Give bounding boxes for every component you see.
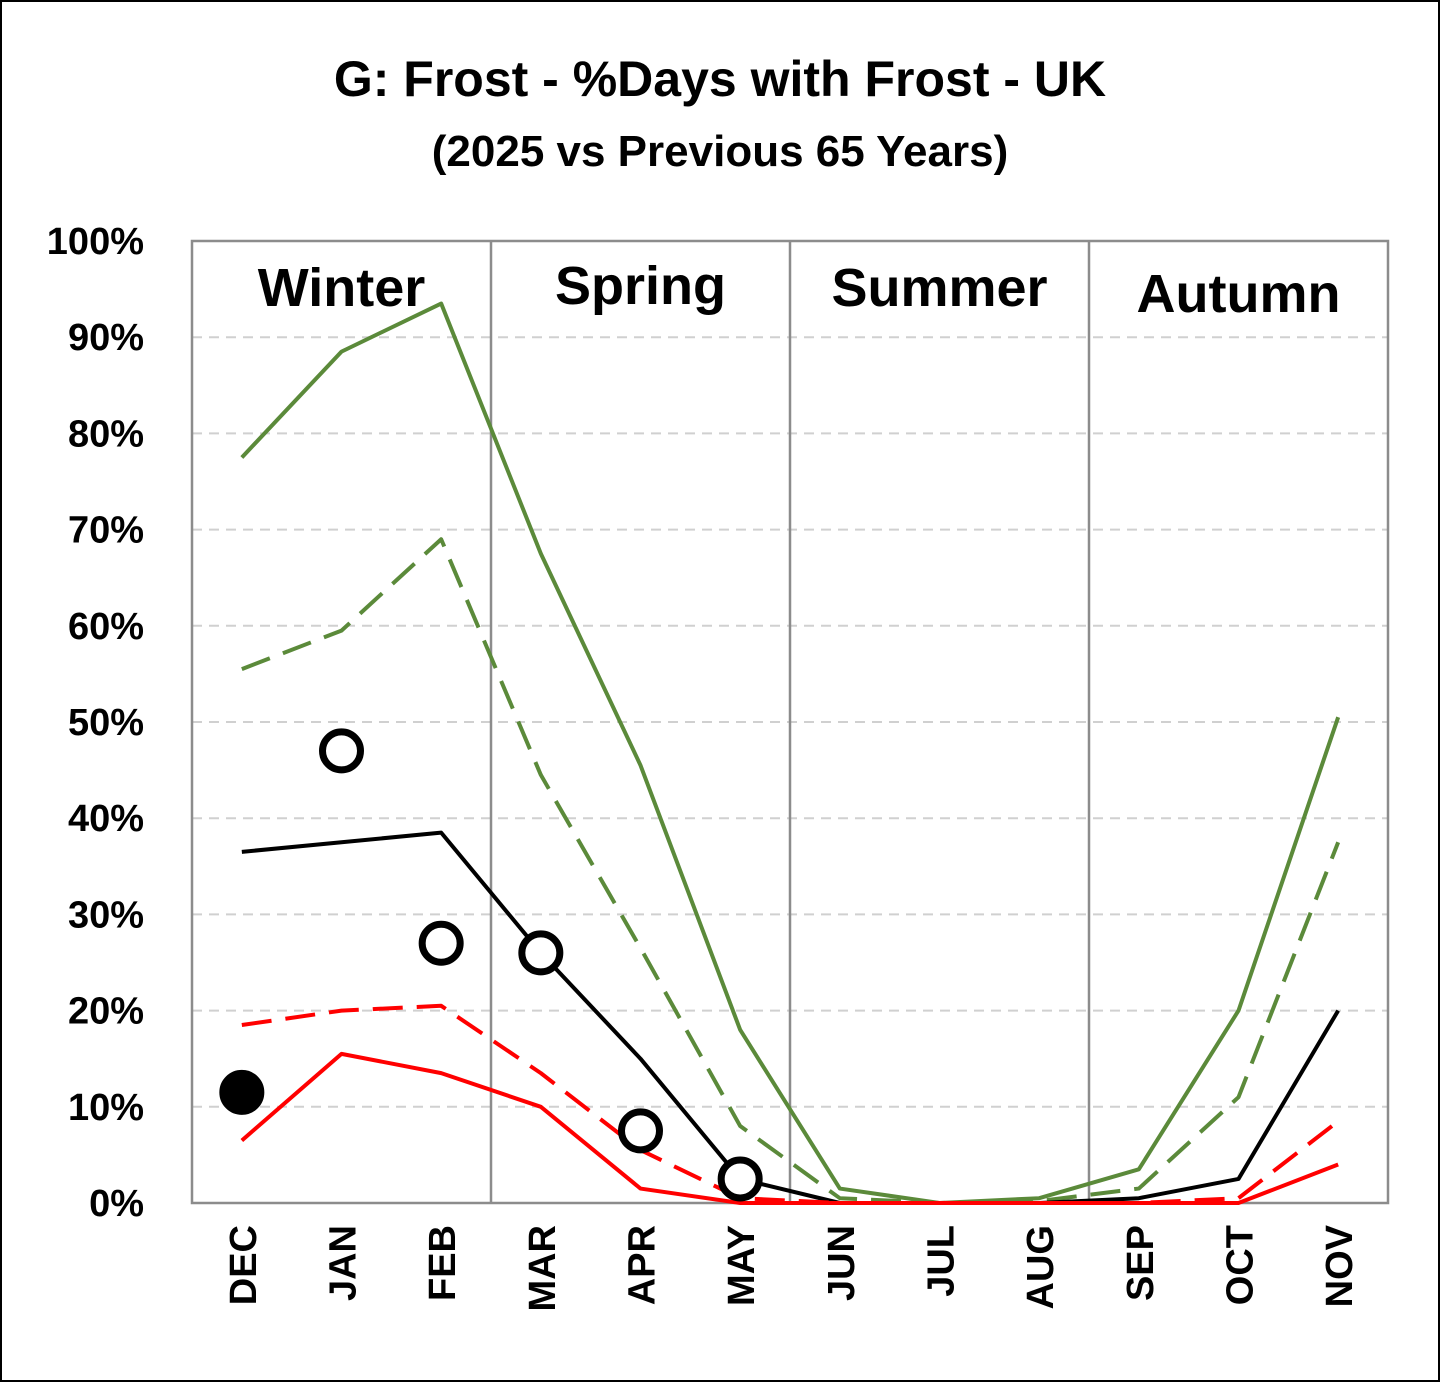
y-tick-label: 50% xyxy=(68,702,144,744)
x-tick-label: MAY xyxy=(721,1225,763,1306)
y-tick-label: 0% xyxy=(89,1183,144,1225)
season-label-winter: Winter xyxy=(258,258,426,318)
x-tick-label: APR xyxy=(622,1225,664,1305)
chart-subtitle: (2025 vs Previous 65 Years) xyxy=(432,127,1009,176)
y-tick-label: 40% xyxy=(68,798,144,840)
marker-2025-feb xyxy=(418,920,464,966)
series-line-1 xyxy=(240,301,1341,1205)
x-tick-label: JAN xyxy=(323,1225,365,1301)
x-tick-label: FEB xyxy=(422,1225,464,1301)
marker-2025-apr xyxy=(618,1108,663,1154)
y-tick-label: 60% xyxy=(68,606,144,648)
season-label-autumn: Autumn xyxy=(1137,264,1341,324)
series-line-2 xyxy=(241,537,1341,1205)
x-tick-label: JUL xyxy=(921,1225,963,1297)
x-tick-label: SEP xyxy=(1120,1225,1162,1301)
x-tick-label: AUG xyxy=(1020,1225,1062,1309)
x-tick-label: MAR xyxy=(522,1225,564,1312)
y-tick-label: 20% xyxy=(68,991,144,1033)
x-tick-label: OCT xyxy=(1220,1225,1262,1305)
marker-2025-mar xyxy=(518,930,564,976)
season-label-summer: Summer xyxy=(831,258,1047,318)
series-line-5 xyxy=(240,1051,1339,1205)
marker-2025-jan xyxy=(319,728,364,774)
y-tick-label: 90% xyxy=(68,317,144,359)
marker-2025-dec xyxy=(219,1069,265,1115)
marker-2025-may xyxy=(717,1156,763,1202)
y-tick-label: 10% xyxy=(68,1087,144,1129)
x-tick-label: DEC xyxy=(223,1225,265,1305)
y-tick-label: 100% xyxy=(47,221,144,263)
y-tick-label: 80% xyxy=(68,413,144,455)
y-tick-label: 30% xyxy=(68,894,144,936)
x-tick-label: NOV xyxy=(1319,1224,1361,1307)
series-line-3 xyxy=(241,830,1340,1205)
x-tick-label: JUN xyxy=(821,1225,863,1301)
season-label-spring: Spring xyxy=(555,256,726,316)
chart-title: G: Frost - %Days with Frost - UK xyxy=(334,51,1106,107)
y-tick-label: 70% xyxy=(68,510,144,552)
